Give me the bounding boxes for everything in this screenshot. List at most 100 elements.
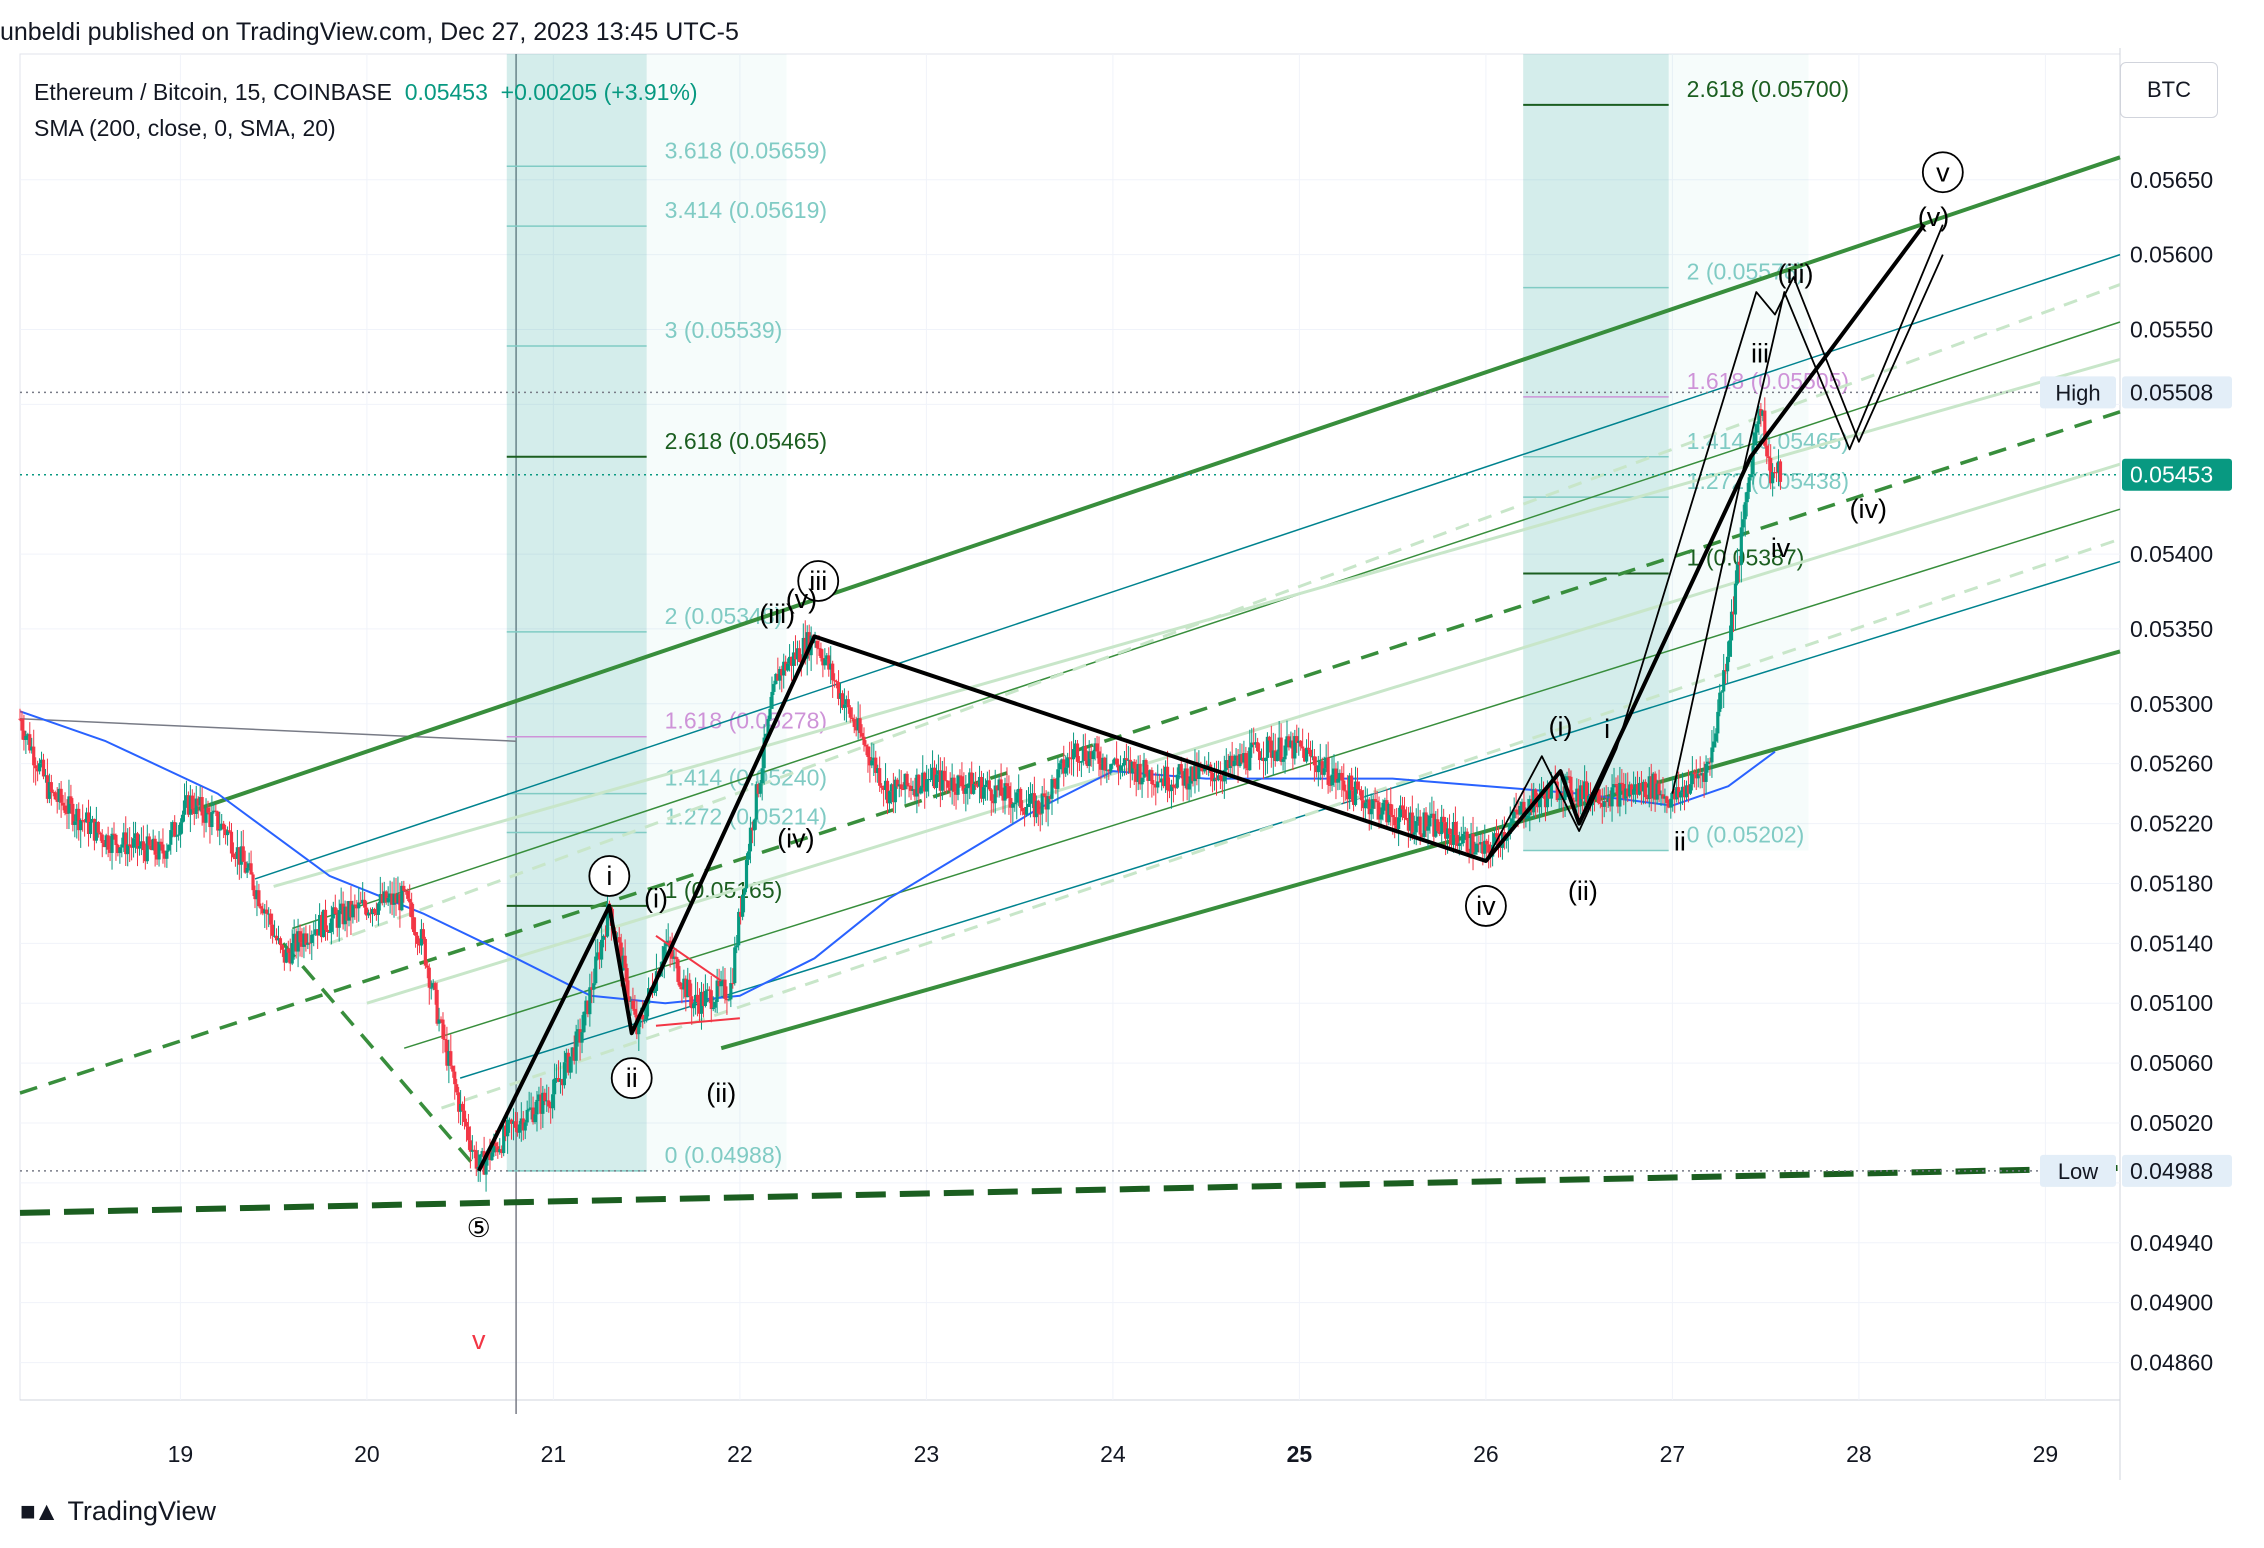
candle-body <box>1765 445 1769 457</box>
candle-body <box>126 844 130 855</box>
candle-body <box>1177 764 1181 775</box>
candle-body <box>1195 761 1199 779</box>
price-tick-label: 0.05650 <box>2130 167 2213 193</box>
candle-body <box>290 943 294 964</box>
candle-body <box>619 942 623 971</box>
candle-body <box>1066 757 1070 768</box>
candle-body <box>554 1078 559 1080</box>
candle-body <box>523 1122 527 1131</box>
candle-body <box>1306 747 1311 750</box>
candle-body <box>768 708 772 720</box>
candle-body <box>1410 812 1414 835</box>
time-tick-label: 27 <box>1660 1441 1686 1467</box>
candle-body <box>1387 804 1391 823</box>
candle-body <box>623 955 627 969</box>
candle-body <box>1447 828 1452 835</box>
candle-body <box>742 888 747 895</box>
candle-body <box>1350 775 1354 791</box>
candle-body <box>1440 816 1444 835</box>
candle-body <box>678 981 682 987</box>
candle-body <box>1688 784 1692 794</box>
candle-body <box>259 906 263 909</box>
candle-body <box>695 994 700 1003</box>
indicator-legend[interactable]: SMA (200, close, 0, SMA, 20) <box>34 115 336 141</box>
candle-body <box>169 830 173 845</box>
candle-body <box>1028 793 1033 804</box>
price-label-badge <box>2122 458 2232 491</box>
candle-body <box>1412 832 1416 835</box>
plot-area <box>19 53 2121 1401</box>
channel-upper-line <box>189 155 2121 814</box>
candle-body <box>431 983 435 988</box>
candle-body <box>703 990 707 1006</box>
candle-body <box>462 1110 467 1122</box>
candle-body <box>1120 765 1125 767</box>
candle-body <box>570 1047 574 1057</box>
candle-body <box>1418 816 1422 835</box>
candle-body <box>1224 760 1228 770</box>
candles <box>18 397 1783 1192</box>
candle-body <box>985 780 989 785</box>
candle-body <box>484 1159 488 1175</box>
candle-body <box>61 802 65 806</box>
candle-body <box>28 734 32 751</box>
symbol-title[interactable]: Ethereum / Bitcoin, 15, COINBASE <box>34 79 392 105</box>
price-label-tag <box>2040 376 2116 409</box>
candle-body <box>1167 790 1172 792</box>
candle-body <box>1422 812 1426 837</box>
candle-body <box>645 1003 649 1020</box>
wedge-line <box>655 935 722 982</box>
candle-body <box>245 867 249 873</box>
candle-body <box>1389 804 1393 816</box>
candle-body <box>1021 807 1025 812</box>
candle-body <box>1731 611 1736 615</box>
candle-body <box>1109 764 1113 772</box>
candle-body <box>883 780 888 790</box>
candle-body <box>1069 758 1074 760</box>
candle-body <box>1671 791 1675 799</box>
candle-body <box>1257 751 1262 761</box>
candle-body <box>1105 769 1109 771</box>
candle-body <box>141 841 145 851</box>
candle-body <box>558 1078 563 1082</box>
candle-body <box>1361 800 1365 809</box>
candle-body <box>600 939 604 960</box>
candle-body <box>1234 755 1238 761</box>
candle-body <box>500 1149 504 1154</box>
candle-body <box>261 908 265 914</box>
candle-body <box>239 846 243 865</box>
candle-body <box>161 844 165 854</box>
candle-body <box>114 834 118 846</box>
tradingview-logo-icon: ■▲ <box>20 1496 59 1526</box>
candle-body <box>1608 798 1612 807</box>
candle-body <box>637 1017 641 1035</box>
candle-body <box>1610 787 1614 807</box>
candle-body <box>337 910 341 928</box>
candle-body <box>831 663 835 681</box>
candle-body <box>26 734 30 736</box>
candle-body <box>758 783 762 794</box>
fib-level-label: 1.618 (0.05278) <box>665 708 827 734</box>
candle-body <box>214 810 218 812</box>
candle-body <box>1320 761 1324 775</box>
candle-body <box>1492 833 1497 845</box>
candle-body <box>1299 740 1303 747</box>
candle-body <box>149 845 153 850</box>
candle-body <box>601 935 606 940</box>
candle-body <box>1479 842 1483 844</box>
tradingview-brand[interactable]: ■▲ TradingView <box>20 1496 216 1527</box>
candle-body <box>1680 786 1685 793</box>
candle-body <box>1095 743 1099 752</box>
candle-body <box>932 767 937 789</box>
candle-body <box>719 980 723 987</box>
wave-label: i <box>606 861 612 891</box>
candle-body <box>631 1000 635 1009</box>
time-tick-label: 25 <box>1287 1441 1313 1467</box>
candle-body <box>1050 778 1054 799</box>
candle-body <box>329 918 333 932</box>
candle-body <box>1520 801 1524 806</box>
currency-button[interactable]: BTC <box>2120 62 2218 118</box>
candle-body <box>1716 711 1720 734</box>
price-tick-label: 0.05220 <box>2130 811 2213 837</box>
